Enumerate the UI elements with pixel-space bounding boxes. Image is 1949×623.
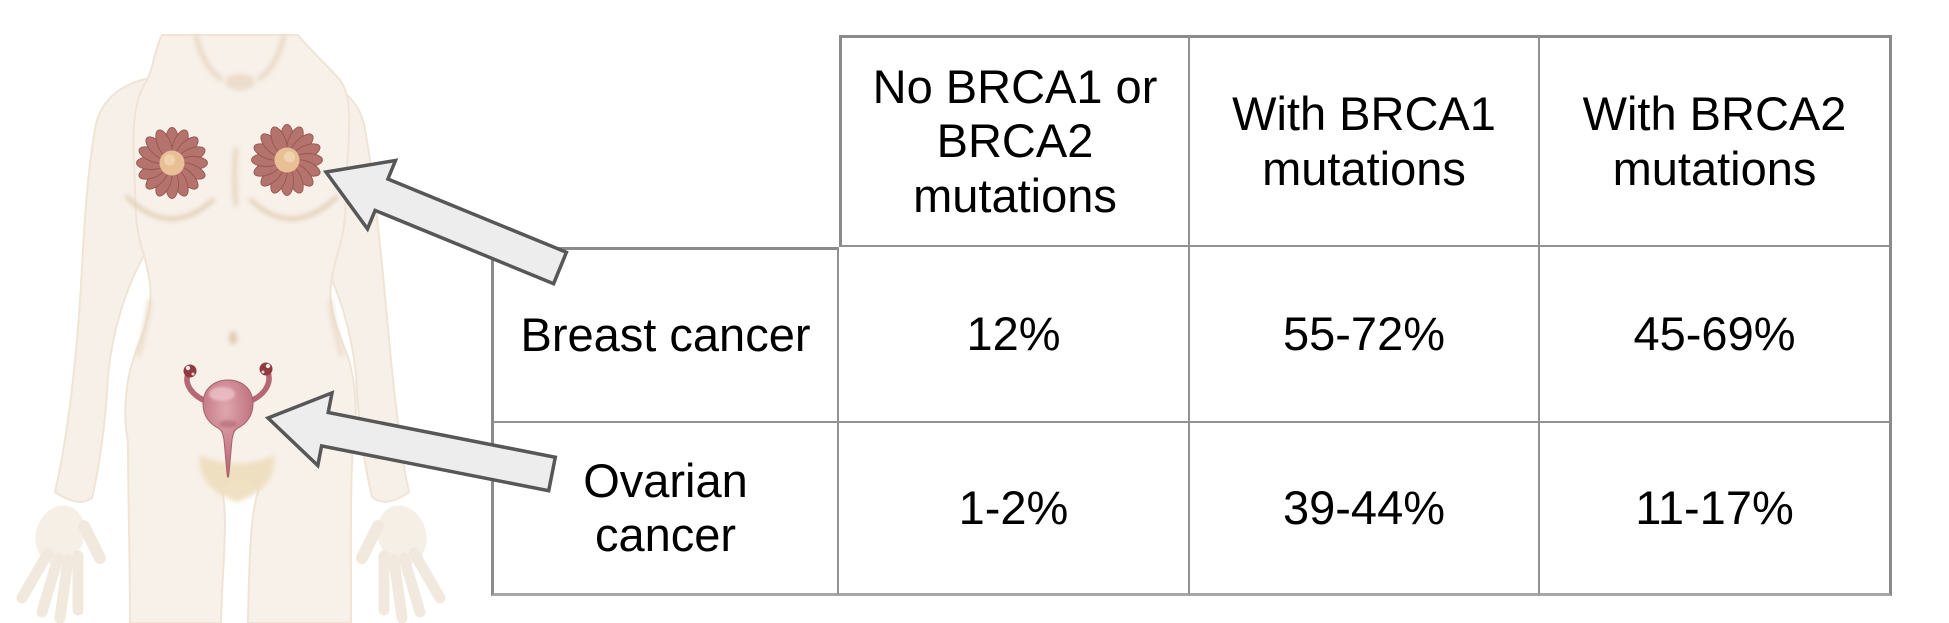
brca-risk-table: No BRCA1 or BRCA2 mutations With BRCA1 m… (491, 35, 1892, 596)
left-mammary-gland-icon (136, 127, 208, 199)
right-hand (356, 505, 446, 623)
row-header-breast-cancer: Breast cancer (491, 247, 839, 423)
value-breast-no-mutation: 12% (839, 247, 1190, 423)
right-mammary-gland-icon (251, 124, 323, 196)
value-ovarian-brca1: 39-44% (1190, 423, 1540, 596)
pubic-area (199, 455, 275, 502)
row-header-ovarian-cancer: Ovarian cancer (491, 423, 839, 596)
value-breast-brca2: 45-69% (1540, 247, 1892, 423)
value-breast-brca1: 55-72% (1190, 247, 1540, 423)
value-ovarian-no-mutation: 1-2% (839, 423, 1190, 596)
left-hand (16, 505, 106, 623)
column-header-no-mutation: No BRCA1 or BRCA2 mutations (839, 35, 1190, 247)
arms (16, 76, 446, 623)
body-shading (124, 34, 344, 357)
column-header-brca2: With BRCA2 mutations (1540, 35, 1892, 247)
column-header-brca1: With BRCA1 mutations (1190, 35, 1540, 247)
torso (124, 34, 357, 623)
table-corner-empty-cell (491, 35, 839, 247)
uterus-icon (183, 362, 273, 478)
value-ovarian-brca2: 11-17% (1540, 423, 1892, 596)
